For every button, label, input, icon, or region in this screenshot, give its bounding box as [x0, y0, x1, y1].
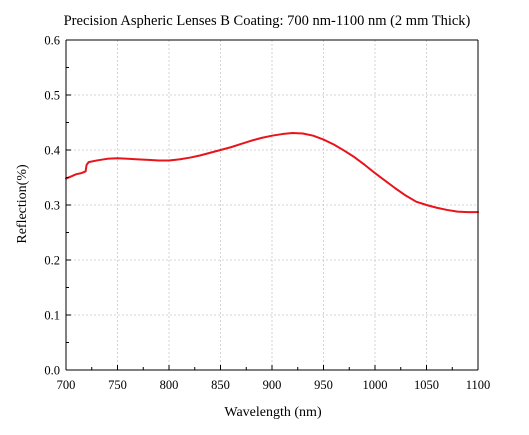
x-axis-label: Wavelength (nm) — [224, 405, 322, 420]
plot-area — [65, 131, 479, 214]
data-point — [70, 175, 72, 177]
chart-title: Precision Aspheric Lenses B Coating: 700… — [64, 13, 471, 29]
data-point — [88, 161, 90, 163]
data-point — [322, 138, 325, 141]
data-point — [281, 133, 283, 135]
data-point — [106, 158, 108, 160]
y-tick-label: 0.2 — [44, 254, 60, 268]
x-tick-label: 800 — [160, 378, 179, 392]
data-point — [80, 172, 83, 174]
data-point — [86, 164, 88, 166]
data-point — [230, 146, 232, 148]
data-point — [364, 164, 366, 166]
y-tick-label: 0.3 — [44, 199, 60, 213]
y-tick-label: 0.1 — [44, 309, 60, 323]
y-tick-label: 0.4 — [44, 144, 60, 158]
data-point — [116, 157, 119, 159]
data-point — [395, 187, 397, 190]
data-point — [446, 209, 448, 211]
tick-labels: 700 750 800 850 900 950 1000 1050 1100 0.0 0.1 0.2 0… — [44, 34, 490, 393]
data-point — [137, 158, 139, 160]
x-tick-label: 950 — [314, 378, 333, 392]
data-point — [384, 180, 386, 182]
data-point — [250, 140, 252, 142]
data-point — [127, 158, 129, 160]
data-point — [312, 135, 314, 137]
data-point — [415, 201, 417, 203]
data-point — [456, 211, 458, 213]
x-tick-label: 1100 — [466, 378, 491, 392]
data-point — [178, 158, 180, 160]
data-point — [436, 207, 438, 209]
data-point — [467, 211, 469, 213]
x-tick-label: 900 — [263, 378, 282, 392]
data-point — [189, 157, 191, 159]
data-point — [292, 132, 294, 134]
data-point — [240, 143, 242, 145]
data-point — [302, 132, 304, 135]
y-tick-label: 0.5 — [44, 89, 60, 103]
x-tick-label: 1050 — [414, 378, 439, 392]
data-point — [209, 152, 211, 154]
x-tick-label: 850 — [211, 378, 230, 392]
data-point — [84, 170, 87, 173]
axes — [65, 39, 479, 371]
y-tick-label: 0.0 — [44, 364, 60, 378]
data-point — [343, 149, 345, 152]
y-tick-label: 0.6 — [44, 34, 60, 48]
data-point — [158, 159, 160, 162]
data-point — [147, 159, 149, 161]
data-point — [199, 154, 201, 157]
data-point — [261, 137, 263, 139]
data-point — [333, 143, 335, 146]
data-point — [353, 156, 355, 158]
data-point — [405, 195, 407, 197]
data-point — [425, 204, 428, 206]
x-tick-label: 750 — [108, 378, 127, 392]
y-axis-label: Reflection(%) — [15, 164, 30, 244]
x-tick-label: 700 — [57, 378, 76, 392]
data-point — [75, 173, 77, 175]
data-point — [96, 159, 98, 162]
x-tick-label: 1000 — [363, 378, 388, 392]
data-point — [168, 159, 170, 162]
data-point — [271, 135, 273, 137]
data-point — [374, 172, 376, 174]
grid — [66, 40, 478, 370]
data-point — [219, 149, 222, 151]
